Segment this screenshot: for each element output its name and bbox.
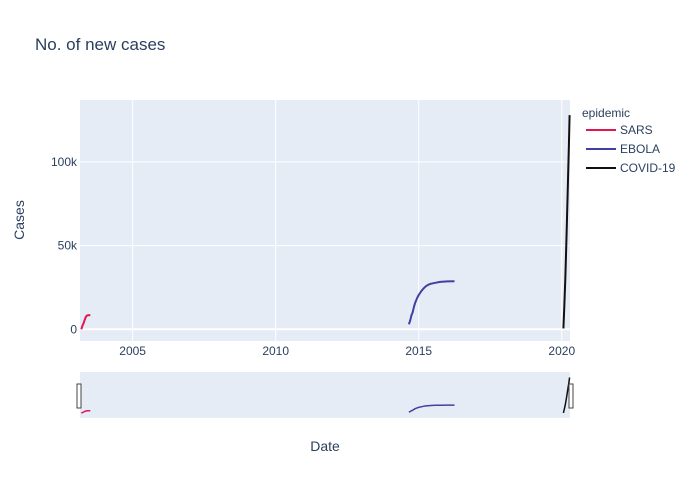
x-tick-label: 2015 [405,344,432,358]
plot-area[interactable] [80,100,570,341]
x-axis-title: Date [310,438,340,454]
range-slider[interactable] [80,372,570,418]
range-slider-left-handle[interactable] [76,383,82,409]
slider-line-ebola [408,404,455,413]
legend-title: epidemic [582,106,630,120]
range-slider-right-handle[interactable] [568,383,574,409]
chart-title: No. of new cases [35,35,165,54]
y-axis-title: Cases [11,200,27,240]
legend-label-ebola[interactable]: EBOLA [620,142,660,156]
series-line-ebola[interactable] [407,280,455,325]
y-axis-ticks: 0 50k 100k [51,155,78,336]
x-axis-ticks: 2005 2010 2015 2020 [119,344,575,358]
x-tick-label: 2010 [262,344,289,358]
series-line-covid-19[interactable] [562,115,571,329]
grid-lines [80,100,570,341]
series-lines [80,115,571,330]
y-tick-label: 50k [58,239,78,253]
x-tick-label: 2005 [119,344,146,358]
legend-label-covid-19[interactable]: COVID-19 [620,161,676,175]
range-slider-lines [80,377,571,414]
legend: epidemic SARS EBOLA COVID-19 [582,106,676,175]
y-tick-label: 0 [70,322,77,336]
x-tick-label: 2020 [548,344,575,358]
y-tick-label: 100k [51,155,78,169]
slider-line-covid-19 [562,377,571,414]
slider-line-sars [80,409,91,414]
legend-label-sars[interactable]: SARS [620,123,653,137]
series-line-sars[interactable] [80,314,91,330]
